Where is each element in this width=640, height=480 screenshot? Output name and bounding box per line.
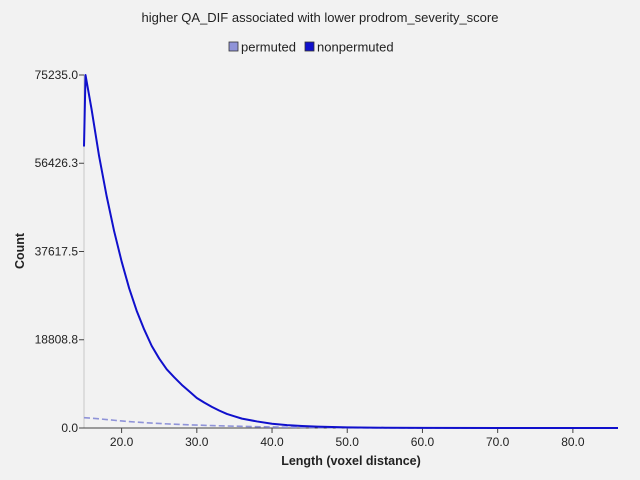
x-tick-label: 50.0 [336, 435, 360, 449]
x-tick-label: 30.0 [185, 435, 209, 449]
chart-title: higher QA_DIF associated with lower prod… [142, 10, 499, 25]
legend-swatch-nonpermuted [304, 41, 315, 52]
x-tick-label: 40.0 [260, 435, 284, 449]
legend-label-nonpermuted: nonpermuted [317, 40, 394, 55]
y-axis: 0.0 18808.8 37617.5 56426.3 75235.0 [35, 68, 85, 435]
y-tick-label: 0.0 [61, 421, 78, 435]
y-tick-label: 56426.3 [35, 156, 79, 170]
y-axis-title: Count [13, 232, 27, 269]
legend: permuted nonpermuted [228, 40, 394, 55]
legend-label-permuted: permuted [241, 40, 296, 55]
x-tick-label: 20.0 [110, 435, 134, 449]
series-layer [83, 74, 619, 429]
y-tick-label: 75235.0 [35, 68, 79, 82]
x-tick-label: 60.0 [411, 435, 435, 449]
x-tick-label: 70.0 [486, 435, 510, 449]
y-tick-label: 37617.5 [35, 245, 79, 259]
legend-swatch-permuted [228, 41, 239, 52]
x-tick-label: 80.0 [561, 435, 585, 449]
y-tick-label: 18808.8 [35, 333, 79, 347]
series-line-nonpermuted [83, 74, 619, 429]
x-axis-title: Length (voxel distance) [281, 454, 421, 468]
